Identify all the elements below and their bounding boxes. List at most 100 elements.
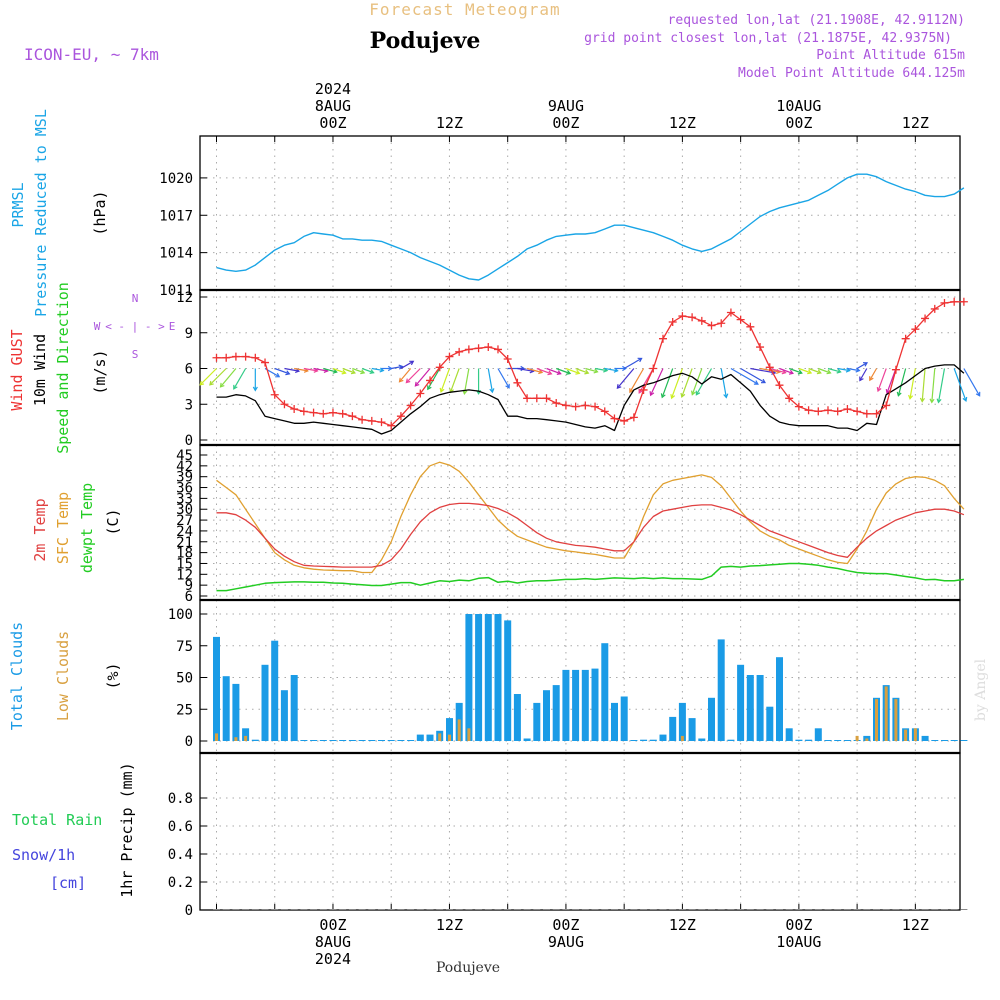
x-top-label: 8AUG [315, 97, 351, 115]
wind-barb [750, 367, 776, 374]
total-cloud-bar [834, 740, 842, 741]
wind-barb-head [593, 368, 599, 374]
footer-location: Podujeve [436, 960, 500, 976]
wind-gust-marker [765, 363, 774, 372]
compass-north: N [132, 292, 139, 305]
wind-barb-head [252, 386, 258, 392]
wind-barb [661, 368, 674, 398]
wind-gust-marker [591, 402, 600, 411]
wind-barb-head [341, 369, 347, 375]
wind-gust-marker [387, 421, 396, 430]
wind-barb-head [414, 381, 420, 387]
wind-gust-marker [561, 401, 570, 410]
x-top-label: 2024 [315, 80, 351, 98]
precip-bar [436, 909, 444, 910]
total-cloud-bar [300, 740, 308, 741]
snow-unit: [cm] [50, 874, 86, 892]
precip-bar [911, 909, 919, 910]
total-cloud-bar [543, 690, 550, 741]
wind-barb [352, 367, 365, 374]
precip-bar [834, 909, 842, 910]
total-cloud-bar [416, 734, 424, 741]
wind-barb-head [919, 397, 925, 403]
total-cloud-bar [669, 716, 677, 741]
wind-barb-head [660, 393, 666, 399]
wind-gust-marker [882, 401, 891, 410]
total-cloud-bar [378, 740, 385, 741]
low-cloud-bar [884, 686, 888, 741]
total-cloud-bar [513, 694, 521, 741]
y-tick-label-wind: 0 [185, 433, 193, 449]
total-cloud-bar [611, 702, 618, 741]
wind-barb-head [885, 388, 891, 395]
wind-barb-head [908, 394, 914, 400]
wind-gust-marker [891, 365, 900, 374]
wind-barb [921, 368, 926, 402]
wind-barb [449, 368, 460, 393]
wind-barb [691, 368, 703, 395]
wind-barb-head [575, 369, 581, 375]
wind-barb [909, 368, 916, 399]
precip-bar [475, 909, 483, 910]
wind-gust-marker [785, 394, 794, 403]
precip-bar [378, 909, 385, 910]
total-cloud-bar [746, 675, 754, 741]
location-title: Podujeve [370, 28, 481, 54]
low-cloud-bar [448, 734, 451, 741]
total-cloud-bar [795, 739, 803, 741]
wind-gust-marker [726, 308, 735, 317]
wind-gust-marker [328, 408, 337, 417]
wind-barb [808, 367, 822, 374]
x-top-label: 12Z [669, 114, 696, 132]
low-cloud-bar [438, 733, 442, 741]
wind-barb-head [439, 387, 445, 393]
wind-gust-marker [901, 334, 910, 343]
precip-bar [591, 909, 599, 910]
total-cloud-bar [475, 614, 483, 741]
wind-barb [274, 367, 290, 375]
low-cloud-bar [865, 738, 869, 741]
precip-bar [717, 909, 725, 910]
wind-barb-head [691, 390, 696, 396]
total-cloud-bar [397, 740, 405, 741]
precip-bar [776, 909, 783, 910]
total-cloud-bar [271, 640, 279, 741]
total-cloud-bar [242, 728, 250, 741]
wind-barb [463, 368, 470, 394]
total-cloud-bar [649, 739, 657, 741]
model-label: ICON-EU, ~ 7km [24, 45, 159, 64]
precip-bar [242, 909, 250, 910]
wind-barb [897, 368, 907, 396]
total-cloud-bar [368, 740, 376, 741]
precip-bar [407, 909, 415, 910]
x-bottom-label: 12Z [669, 916, 696, 934]
compass-east: E [169, 320, 176, 333]
wind-barb [536, 367, 552, 375]
x-top-label: 10AUG [776, 97, 821, 115]
precip-bar [727, 909, 735, 910]
wind-gust-marker [862, 409, 871, 418]
precip-bar [251, 909, 259, 910]
wind-barb-head [505, 383, 510, 389]
x-bottom-label: 10AUG [776, 933, 821, 951]
wind-gust-marker [823, 406, 832, 415]
precip-bar [892, 909, 900, 910]
wind-barb-head [836, 368, 842, 374]
wind-gust-marker [484, 343, 493, 352]
wind-barb-head [275, 372, 281, 378]
wind-gust-marker [464, 345, 473, 354]
y-tick-label-temperature: 45 [176, 448, 193, 464]
wind-barb-head [409, 360, 415, 366]
wind-barb [575, 367, 589, 374]
requested-coords: requested lon,lat (21.1908E, 42.9112N) [668, 13, 965, 28]
y-tick-label-temperature: 27 [176, 513, 193, 529]
wind-gust-marker [406, 401, 415, 410]
wind-barb-head [462, 389, 468, 395]
wind-barb-head [398, 364, 404, 370]
y-tick-label-clouds: 25 [176, 702, 193, 718]
wind-gust-marker [552, 399, 561, 408]
panel-frame-precip [199, 752, 961, 911]
precip-bar [873, 909, 880, 910]
precip-bar [232, 909, 240, 910]
low-cloud-bar [234, 737, 238, 741]
